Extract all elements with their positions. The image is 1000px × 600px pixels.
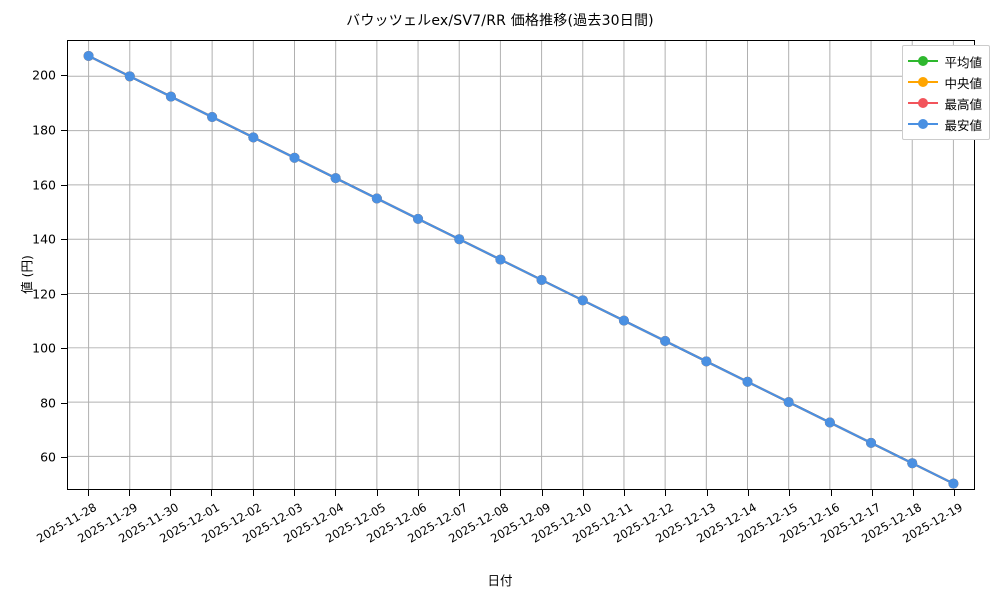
x-axis-tick-mark	[748, 490, 749, 496]
legend-item-1[interactable]: 中央値	[908, 72, 982, 92]
legend-label: 最安値	[944, 117, 982, 133]
x-axis-tick-label: 2025-12-08	[446, 500, 512, 546]
x-axis-tick-mark	[706, 490, 708, 496]
x-axis-tick-mark	[128, 490, 130, 496]
y-axis-tick-label: 60	[40, 449, 56, 465]
x-axis-tick-mark	[252, 490, 254, 496]
x-axis-tick-mark	[913, 490, 915, 496]
x-axis-tick-label: 2025-12-07	[405, 500, 471, 546]
y-axis-label: 値 (円)	[19, 255, 35, 294]
chart-title: バウッツェルex/SV7/RR 価格推移(過去30日間)	[346, 13, 654, 29]
x-axis-tick-label: 2025-11-28	[33, 500, 99, 546]
legend-swatch-icon	[908, 75, 939, 89]
x-axis-tick-label: 2025-12-12	[611, 500, 677, 546]
x-axis-tick-label: 2025-11-29	[75, 500, 140, 546]
x-axis-tick-mark	[500, 490, 502, 496]
legend-swatch-icon	[908, 54, 939, 68]
x-axis-tick-label: 2025-12-04	[281, 500, 347, 546]
legend-label: 最高値	[944, 96, 982, 112]
x-axis-tick-label: 2025-12-18	[859, 500, 925, 546]
grid-lines	[68, 41, 974, 489]
x-axis-tick-label: 2025-12-15	[735, 500, 801, 546]
legend-label: 平均値	[944, 54, 982, 70]
x-axis-tick-mark	[871, 490, 873, 496]
x-axis-tick-mark	[170, 490, 172, 496]
x-axis-tick-mark	[294, 490, 295, 496]
x-axis-tick-label: 2025-12-11	[570, 500, 636, 546]
x-axis-tick-mark	[459, 490, 461, 496]
x-axis-tick-label: 2025-12-05	[322, 500, 388, 546]
x-axis-tick-label: 2025-11-30	[116, 500, 182, 546]
legend-swatch-icon	[908, 96, 939, 110]
x-axis-tick-label: 2025-12-17	[817, 500, 883, 546]
x-axis-tick-mark	[541, 490, 543, 496]
x-axis-tick-mark	[582, 490, 584, 496]
x-axis-tick-mark	[335, 490, 337, 496]
y-axis-tick-label: 100	[32, 340, 56, 356]
y-axis-tick-label: 180	[32, 122, 56, 138]
x-axis-tick-label: 2025-12-02	[198, 500, 264, 546]
legend-item-3[interactable]: 最安値	[908, 114, 982, 134]
x-axis-tick-mark	[376, 490, 378, 496]
x-axis-tick-label: 2025-12-03	[240, 500, 305, 546]
x-axis-tick-label: 2025-12-10	[529, 500, 594, 546]
x-axis-tick-mark	[87, 490, 89, 496]
x-axis-label: 日付	[487, 573, 513, 588]
y-axis-tick-label: 200	[32, 67, 56, 83]
x-axis-tick-mark	[624, 490, 626, 496]
legend-item-2[interactable]: 最高値	[908, 93, 982, 113]
x-axis-tick-mark	[211, 490, 213, 496]
legend-swatch-icon	[908, 117, 939, 131]
legend-label: 中央値	[944, 75, 982, 91]
series-lines-and-markers	[83, 50, 959, 489]
x-axis-tick-label: 2025-12-16	[776, 500, 842, 546]
x-axis-tick-label: 2025-12-14	[694, 500, 759, 546]
x-axis-tick-mark	[954, 490, 956, 496]
x-axis-tick-label: 2025-12-06	[363, 500, 429, 546]
x-axis-tick-mark	[789, 490, 791, 496]
x-axis-tick-label: 2025-12-13	[652, 500, 718, 546]
y-axis-tick-label: 160	[32, 177, 56, 193]
legend-item-0[interactable]: 平均値	[908, 51, 982, 71]
x-axis-tick-mark	[417, 490, 419, 496]
x-axis-tick-label: 2025-12-09	[487, 500, 553, 546]
x-axis-tick-label: 2025-12-19	[900, 500, 966, 546]
x-axis-tick-mark	[830, 490, 832, 496]
chart-legend[interactable]: 平均値中央値最高値最安値	[902, 45, 990, 140]
y-axis-tick-label: 80	[40, 395, 56, 411]
plot-area	[67, 40, 975, 490]
x-axis-tick-label: 2025-12-01	[157, 500, 223, 546]
x-axis-tick-mark	[665, 490, 667, 496]
